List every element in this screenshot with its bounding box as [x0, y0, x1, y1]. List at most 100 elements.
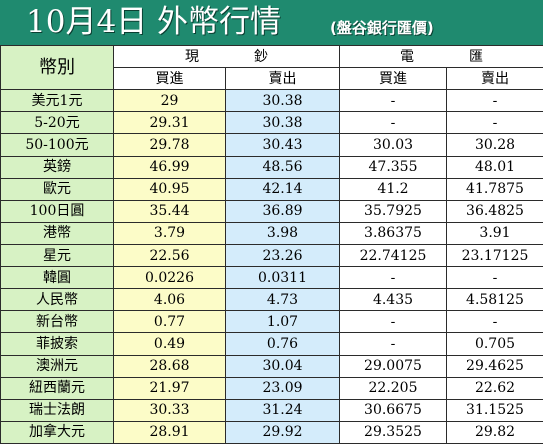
- cash-buy-cell: 30.33: [113, 398, 226, 422]
- cash-sell-cell: 30.38: [225, 111, 340, 135]
- wire-buy-cell: -: [339, 111, 447, 135]
- cash-sell-cell: 36.89: [225, 199, 340, 223]
- cash-buy-cell: 28.91: [113, 420, 226, 444]
- wire-sell-cell: 23.17125: [446, 243, 543, 268]
- wire-sell-cell: 31.1525: [446, 398, 543, 422]
- wire-sell-cell: -: [446, 89, 543, 113]
- cash-buy-cell: 3.79: [113, 221, 226, 245]
- currency-name-cell: 人民幣: [0, 288, 114, 312]
- wire-sell-cell: 22.62: [446, 376, 543, 400]
- wire-buy-cell: 22.205: [339, 376, 447, 400]
- table-row: 英鎊 46.99 48.56 47.355 48.01: [0, 155, 543, 179]
- cash-sell-cell: 48.56: [225, 155, 340, 179]
- currency-name-cell: 美元1元: [0, 89, 114, 113]
- cash-sell-cell: 3.98: [225, 221, 340, 245]
- cash-buy-header: 買進: [113, 67, 226, 91]
- cash-sell-cell: 4.73: [225, 288, 340, 312]
- wire-buy-cell: 41.2: [339, 177, 447, 201]
- cash-buy-cell: 35.44: [113, 199, 226, 223]
- table-row: 5-20元 29.31 30.38- -: [0, 111, 543, 135]
- wire-sell-cell: 3.91: [446, 221, 543, 245]
- table-row: 星元 22.56 23.26 22.74125 23.17125: [0, 243, 543, 268]
- table-row: 瑞士法朗 30.33 31.24 30.6675 31.1525: [0, 398, 543, 422]
- currency-name-cell: 韓圓: [0, 266, 114, 290]
- wire-buy-cell: 30.03: [339, 133, 447, 157]
- wire-buy-cell: 35.7925: [339, 199, 447, 223]
- wire-sell-cell: -: [446, 111, 543, 135]
- currency-name-cell: 港幣: [0, 221, 114, 245]
- title-bar: 10月4日 外幣行情 (盤谷銀行匯價): [0, 0, 543, 45]
- currency-name-cell: 50-100元: [0, 133, 114, 157]
- currency-header: 幣別: [0, 44, 114, 91]
- wire-sell-cell: 0.705: [446, 332, 543, 356]
- cash-sell-cell: 0.76: [225, 332, 340, 356]
- table-row: 美元1元 29 30.38- -: [0, 89, 543, 113]
- cash-sell-cell: 31.24: [225, 398, 340, 422]
- wire-buy-cell: 22.74125: [339, 243, 447, 268]
- wire-buy-cell: 29.0075: [339, 354, 447, 378]
- wire-transfer-header: 電匯: [339, 44, 543, 69]
- page-title: 10月4日 外幣行情: [26, 4, 282, 40]
- wire-sell-cell: 41.7875: [446, 177, 543, 201]
- currency-name-cell: 歐元: [0, 177, 114, 201]
- currency-name-cell: 紐西蘭元: [0, 376, 114, 400]
- currency-name-cell: 星元: [0, 243, 114, 268]
- wire-sell-cell: -: [446, 266, 543, 290]
- cash-sell-cell: 30.43: [225, 133, 340, 157]
- wire-sell-cell: 4.58125: [446, 288, 543, 312]
- table-row: 菲披索 0.49 0.76-0.705: [0, 332, 543, 356]
- table-row: 新台幣 0.77 1.07- -: [0, 310, 543, 334]
- wire-buy-cell: -: [339, 310, 447, 334]
- currency-name-cell: 新台幣: [0, 310, 114, 334]
- wire-buy-cell: 3.86375: [339, 221, 447, 245]
- exchange-rate-table: 幣別 現鈔 電匯 買進 賣出 買進 賣出 美元1元 29 30.38- -5-20元 2…: [0, 44, 543, 444]
- wire-sell-cell: 48.01: [446, 155, 543, 179]
- wire-buy-cell: -: [339, 89, 447, 113]
- cash-buy-cell: 22.56: [113, 243, 226, 268]
- table-row: 澳洲元 28.68 30.04 29.0075 29.4625: [0, 354, 543, 378]
- wire-buy-cell: -: [339, 266, 447, 290]
- table-row: 港幣 3.79 3.98 3.86375 3.91: [0, 221, 543, 245]
- cash-buy-cell: 0.49: [113, 332, 226, 356]
- cash-buy-cell: 0.77: [113, 310, 226, 334]
- wire-buy-header: 買進: [339, 67, 447, 91]
- cash-buy-cell: 29: [113, 89, 226, 113]
- currency-name-cell: 加拿大元: [0, 420, 114, 444]
- table-row: 韓圓 0.0226 0.0311- -: [0, 266, 543, 290]
- wire-sell-cell: 29.82: [446, 420, 543, 444]
- cash-header: 現鈔: [113, 44, 340, 69]
- source-bank-label: (盤谷銀行匯價): [330, 19, 434, 37]
- cash-buy-cell: 21.97: [113, 376, 226, 400]
- table-row: 100日圓 35.44 36.89 35.7925 36.4825: [0, 199, 543, 223]
- table-row: 人民幣 4.06 4.73 4.435 4.58125: [0, 288, 543, 312]
- header-row-group: 幣別 現鈔 電匯: [0, 44, 543, 91]
- wire-sell-header: 賣出: [446, 67, 543, 91]
- table-row: 50-100元 29.78 30.43 30.03 30.28: [0, 133, 543, 157]
- wire-buy-cell: 29.3525: [339, 420, 447, 444]
- cash-sell-cell: 23.09: [225, 376, 340, 400]
- cash-sell-cell: 30.38: [225, 89, 340, 113]
- currency-name-cell: 澳洲元: [0, 354, 114, 378]
- currency-name-cell: 瑞士法朗: [0, 398, 114, 422]
- cash-buy-cell: 28.68: [113, 354, 226, 378]
- cash-sell-cell: 30.04: [225, 354, 340, 378]
- currency-name-cell: 5-20元: [0, 111, 114, 135]
- currency-name-cell: 菲披索: [0, 332, 114, 356]
- cash-sell-header: 賣出: [225, 67, 340, 91]
- wire-sell-cell: 36.4825: [446, 199, 543, 223]
- cash-sell-cell: 23.26: [225, 243, 340, 268]
- wire-sell-cell: 29.4625: [446, 354, 543, 378]
- cash-buy-cell: 29.78: [113, 133, 226, 157]
- cash-sell-cell: 42.14: [225, 177, 340, 201]
- wire-buy-cell: 4.435: [339, 288, 447, 312]
- cash-buy-cell: 4.06: [113, 288, 226, 312]
- cash-sell-cell: 0.0311: [225, 266, 340, 290]
- currency-name-cell: 100日圓: [0, 199, 114, 223]
- table-row: 紐西蘭元 21.97 23.09 22.205 22.62: [0, 376, 543, 400]
- cash-buy-cell: 29.31: [113, 111, 226, 135]
- cash-buy-cell: 40.95: [113, 177, 226, 201]
- cash-buy-cell: 46.99: [113, 155, 226, 179]
- table-row: 歐元 40.95 42.14 41.2 41.7875: [0, 177, 543, 201]
- wire-sell-cell: 30.28: [446, 133, 543, 157]
